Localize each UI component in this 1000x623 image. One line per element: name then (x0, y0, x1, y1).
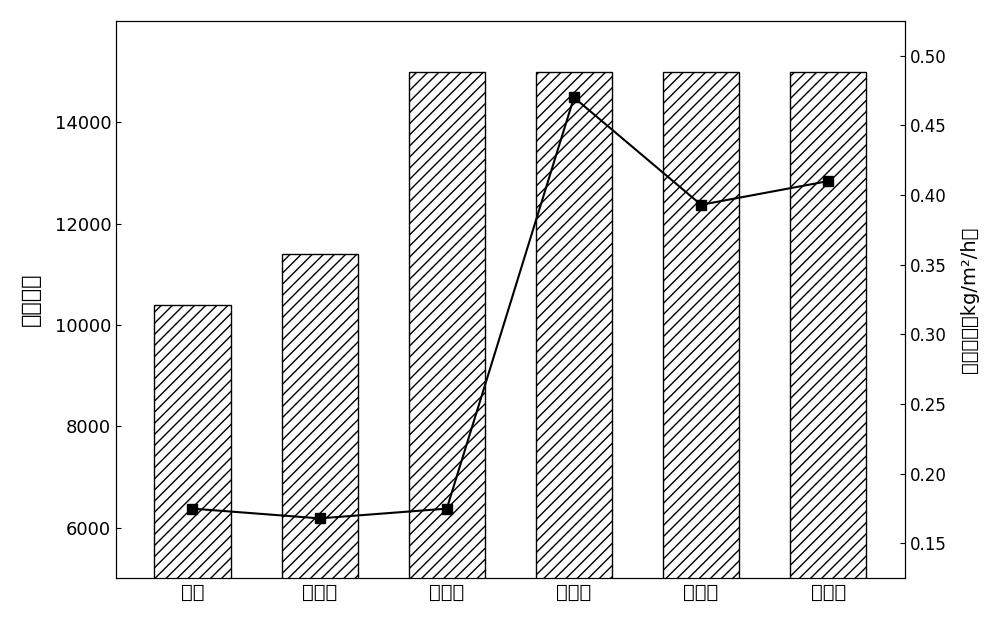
Bar (409, 72, 485, 623)
Y-axis label: 分离因子: 分离因子 (21, 273, 41, 326)
Bar (536, 72, 612, 623)
Bar (154, 305, 231, 623)
Y-axis label: 渗透通量（kg/m²/h）: 渗透通量（kg/m²/h） (960, 226, 979, 373)
Bar (663, 72, 739, 623)
Bar (790, 72, 866, 623)
Bar (282, 254, 358, 623)
